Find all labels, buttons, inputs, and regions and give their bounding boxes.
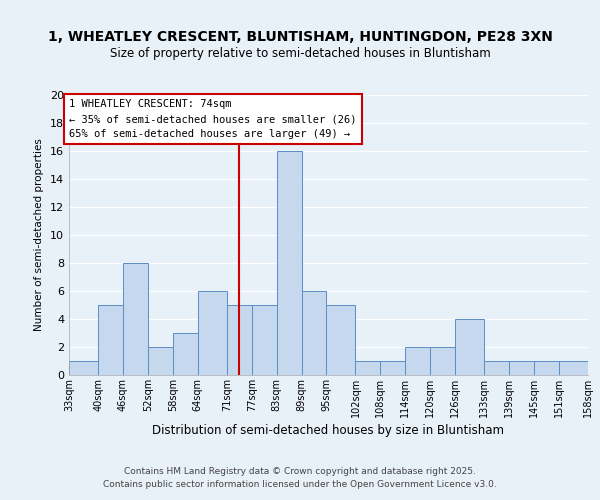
Text: 1, WHEATLEY CRESCENT, BLUNTISHAM, HUNTINGDON, PE28 3XN: 1, WHEATLEY CRESCENT, BLUNTISHAM, HUNTIN…	[47, 30, 553, 44]
Bar	[227, 305, 251, 375]
Bar	[69, 361, 98, 375]
Bar	[148, 347, 173, 375]
Bar	[277, 151, 302, 375]
X-axis label: Distribution of semi-detached houses by size in Bluntisham: Distribution of semi-detached houses by …	[152, 424, 505, 437]
Bar	[534, 361, 559, 375]
Text: Contains HM Land Registry data © Crown copyright and database right 2025.: Contains HM Land Registry data © Crown c…	[124, 467, 476, 476]
Bar	[173, 333, 198, 375]
Y-axis label: Number of semi-detached properties: Number of semi-detached properties	[34, 138, 44, 332]
Text: Contains public sector information licensed under the Open Government Licence v3: Contains public sector information licen…	[103, 480, 497, 489]
Bar	[98, 305, 123, 375]
Bar	[559, 361, 588, 375]
Bar	[198, 291, 227, 375]
Bar	[430, 347, 455, 375]
Bar	[455, 319, 484, 375]
Bar	[251, 305, 277, 375]
Bar	[509, 361, 534, 375]
Bar	[406, 347, 430, 375]
Bar	[326, 305, 355, 375]
Bar	[302, 291, 326, 375]
Text: Size of property relative to semi-detached houses in Bluntisham: Size of property relative to semi-detach…	[110, 48, 490, 60]
Bar	[123, 263, 148, 375]
Bar	[484, 361, 509, 375]
Bar	[355, 361, 380, 375]
Bar	[380, 361, 406, 375]
Text: 1 WHEATLEY CRESCENT: 74sqm
← 35% of semi-detached houses are smaller (26)
65% of: 1 WHEATLEY CRESCENT: 74sqm ← 35% of semi…	[69, 99, 356, 139]
